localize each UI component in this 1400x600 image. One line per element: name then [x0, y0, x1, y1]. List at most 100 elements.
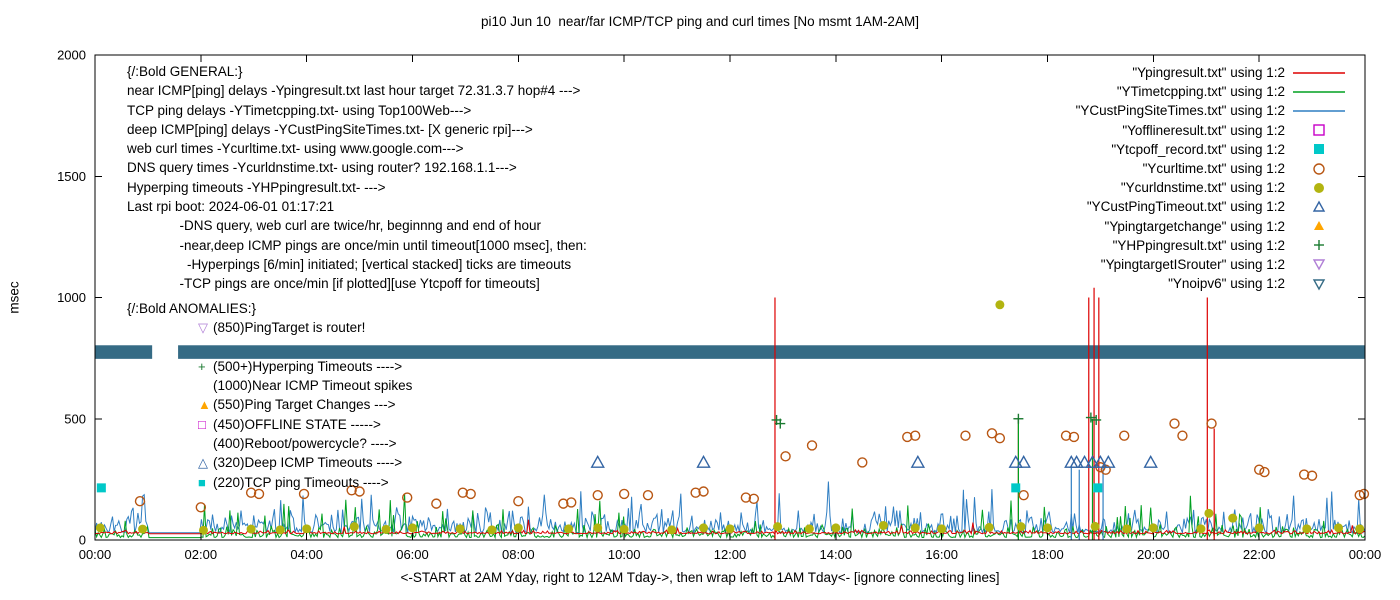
general-notes: {/:Bold GENERAL:} near ICMP[ping] delays …: [127, 62, 587, 294]
anomaly-line: [127, 338, 412, 357]
legend-row: "Ytcpoff_record.txt" using 1:2: [1076, 140, 1345, 159]
anomaly-line: □ (450)OFFLINE STATE ----->: [127, 415, 412, 434]
x-tick-label: 02:00: [185, 547, 218, 562]
legend: "Ypingresult.txt" using 1:2 "YTimetcpping…: [1076, 63, 1345, 293]
legend-marker-square-filled-icon: [1314, 144, 1324, 155]
spikes-YCustPingSiteTimes: [1070, 467, 1104, 540]
general-note-line: DNS query times -Ycurldnstime.txt- using…: [127, 160, 517, 176]
legend-row: "Ycurldnstime.txt" using 1:2: [1076, 178, 1345, 197]
legend-marker-triangle-down-open-icon: [1312, 278, 1326, 291]
general-note-line: Hyperping timeouts -YHPpingresult.txt- -…: [127, 179, 386, 195]
y-axis-label: msec: [6, 281, 22, 314]
anomaly-text: (1000)Near ICMP Timeout spikes: [213, 378, 413, 394]
square-filled-icon: ■: [198, 474, 206, 490]
y-tick-label: 1000: [57, 290, 86, 305]
anomaly-text: (850)PingTarget is router!: [213, 320, 366, 336]
legend-row: "Ypingtargetchange" using 1:2: [1076, 217, 1345, 236]
x-tick-label: 20:00: [1137, 547, 1170, 562]
legend-label: "Ypingresult.txt" using 1:2: [1132, 65, 1285, 81]
anomaly-text: (500+)Hyperping Timeouts ---->: [213, 358, 403, 374]
anomaly-text: (220)TCP ping Timeouts ---->: [213, 474, 389, 490]
x-tick-label: 14:00: [820, 547, 853, 562]
legend-marker-square-open-icon: [1313, 124, 1325, 136]
x-tick-label: 22:00: [1243, 547, 1276, 562]
tri-up-filled-icon: ▲: [198, 397, 211, 413]
anomaly-line: + (500+)Hyperping Timeouts ---->: [127, 357, 412, 376]
band-Ynoipv6-row: [95, 345, 153, 359]
legend-label: "YTimetcpping.txt" using 1:2: [1116, 84, 1285, 100]
x-tick-label: 08:00: [502, 547, 535, 562]
legend-row: "YpingtargetISrouter" using 1:2: [1076, 255, 1345, 274]
anomalies-notes: {/:Bold ANOMALIES:} ▽ (850)PingTarget is r…: [127, 299, 412, 492]
legend-marker-line-icon: [1293, 110, 1345, 112]
legend-marker-triangle-filled-icon: [1314, 221, 1324, 231]
legend-marker-circle-open-icon: [1313, 162, 1325, 175]
square-open-icon: □: [198, 416, 206, 432]
x-tick-label: 04:00: [290, 547, 323, 562]
general-note-line: -Hyperpings [6/min] initiated; [vertical…: [127, 256, 572, 272]
x-axis-label: <-START at 2AM Yday, right to 12AM Tday-…: [400, 570, 1000, 585]
legend-row: "YCustPingTimeout.txt" using 1:2: [1076, 197, 1345, 216]
legend-label: "YCustPingSiteTimes.txt" using 1:2: [1075, 103, 1285, 119]
anomaly-line: (400)Reboot/powercycle? ---->: [127, 434, 412, 453]
legend-row: "Ycurltime.txt" using 1:2: [1076, 159, 1345, 178]
tri-down-icon: ▽: [198, 320, 208, 336]
general-note-line: {/:Bold GENERAL:}: [127, 64, 243, 79]
legend-row: "YCustPingSiteTimes.txt" using 1:2: [1076, 101, 1345, 120]
anomaly-line: ■ (220)TCP ping Timeouts ---->: [127, 473, 412, 492]
legend-label: "Ytcpoff_record.txt" using 1:2: [1111, 141, 1285, 157]
legend-label: "Ycurltime.txt" using 1:2: [1142, 161, 1285, 177]
anomaly-line: (1000)Near ICMP Timeout spikes: [127, 376, 412, 395]
legend-label: "YCustPingTimeout.txt" using 1:2: [1086, 199, 1285, 215]
legend-marker-line-icon: [1293, 91, 1345, 93]
scatter-YHPpingresult: [771, 412, 1102, 429]
legend-row: "YTimetcpping.txt" using 1:2: [1076, 82, 1345, 101]
legend-row: "Ypingresult.txt" using 1:2: [1076, 63, 1345, 82]
scatter-Ytcpoff_record: [96, 483, 1103, 493]
general-note-line: TCP ping delays -YTimetcpping.txt- using…: [127, 102, 472, 118]
legend-marker-line-icon: [1293, 71, 1345, 74]
anomaly-text: (320)Deep ICMP Timeouts ---->: [213, 455, 403, 471]
legend-label: "Ycurldnstime.txt" using 1:2: [1120, 180, 1285, 196]
anomaly-line: ▽ (850)PingTarget is router!: [127, 318, 412, 337]
general-note-line: Last rpi boot: 2024-06-01 01:17:21: [127, 199, 335, 215]
general-note-line: web curl times -Ycurltime.txt- using www…: [127, 141, 464, 157]
legend-marker-circle-filled-icon: [1314, 182, 1324, 193]
legend-marker-plus-icon: [1314, 240, 1324, 251]
chart-title: pi10 Jun 10 near/far ICMP/TCP ping and c…: [481, 14, 919, 29]
legend-row: "Ynoipv6" using 1:2: [1076, 274, 1345, 293]
anomaly-text: (400)Reboot/powercycle? ---->: [213, 436, 397, 452]
anomaly-text: (550)Ping Target Changes --->: [213, 397, 396, 413]
anomalies-header: {/:Bold ANOMALIES:}: [127, 301, 257, 316]
tick-labels: 00:00 02:00 04:00 06:00 08:00 10:00 12:00 14:00…: [57, 48, 1381, 563]
x-tick-label: 16:00: [925, 547, 958, 562]
legend-label: "Ypingtargetchange" using 1:2: [1104, 218, 1285, 234]
tri-up-open-icon: △: [198, 455, 208, 471]
legend-label: "YpingtargetISrouter" using 1:2: [1100, 256, 1285, 272]
plus-icon: +: [198, 358, 206, 374]
axes: [94, 54, 1366, 541]
x-tick-label: 12:00: [714, 547, 747, 562]
y-tick-label: 500: [64, 411, 86, 426]
legend-label: "YHPpingresult.txt" using 1:2: [1112, 237, 1285, 253]
anomaly-text: (450)OFFLINE STATE ----->: [213, 416, 381, 432]
general-note-line: near ICMP[ping] delays -Ypingresult.txt …: [127, 83, 581, 99]
scatter-YCustPingTimeout: [590, 454, 1158, 468]
general-note-line: -TCP pings are once/min [if plotted][use…: [127, 276, 540, 292]
legend-label: "Ynoipv6" using 1:2: [1168, 276, 1285, 292]
general-note-line: -DNS query, web curl are twice/hr, begin…: [127, 218, 541, 234]
y-tick-label: 0: [79, 533, 86, 548]
legend-row: "Yofflineresult.txt" using 1:2: [1076, 121, 1345, 140]
spikes-YTimetcpping: [1017, 418, 1094, 540]
scatter-Ycurltime: [134, 418, 1370, 513]
x-tick-label: 00:00: [1349, 547, 1382, 562]
legend-marker-triangle-open-icon: [1312, 200, 1326, 212]
x-tick-label: 00:00: [79, 547, 112, 562]
legend-label: "Yofflineresult.txt" using 1:2: [1122, 122, 1285, 138]
x-tick-label: 06:00: [396, 547, 429, 562]
general-note-line: deep ICMP[ping] delays -YCustPingSiteTim…: [127, 121, 533, 137]
scatter-Ycurldnstime: [95, 300, 1365, 535]
spikes-Ypingresult: [774, 287, 1215, 540]
